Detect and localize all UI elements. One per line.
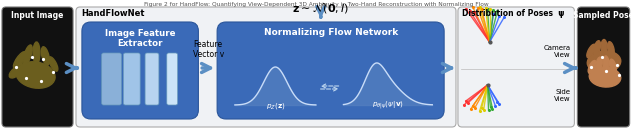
Text: Sampled Pose: Sampled Pose <box>573 11 634 20</box>
Ellipse shape <box>9 66 22 78</box>
Text: Camera
View: Camera View <box>543 45 570 58</box>
Ellipse shape <box>609 59 616 73</box>
Ellipse shape <box>587 44 596 58</box>
Ellipse shape <box>16 62 55 88</box>
Ellipse shape <box>588 51 621 73</box>
Ellipse shape <box>588 60 596 73</box>
Ellipse shape <box>607 42 614 56</box>
Ellipse shape <box>603 56 609 70</box>
FancyBboxPatch shape <box>76 7 456 127</box>
Ellipse shape <box>33 42 40 64</box>
Ellipse shape <box>601 40 607 55</box>
FancyBboxPatch shape <box>124 53 140 105</box>
Ellipse shape <box>594 41 600 55</box>
Text: $p_{\theta|\psi}(\psi|\mathbf{v})$: $p_{\theta|\psi}(\psi|\mathbf{v})$ <box>372 99 404 111</box>
Ellipse shape <box>589 67 621 87</box>
Text: HandFlowNet: HandFlowNet <box>81 9 145 18</box>
Text: Input Image: Input Image <box>12 11 64 20</box>
FancyBboxPatch shape <box>167 53 178 105</box>
Text: Distribution of Poses  ψ: Distribution of Poses ψ <box>462 9 564 18</box>
FancyBboxPatch shape <box>217 22 444 119</box>
Ellipse shape <box>596 57 602 71</box>
Ellipse shape <box>49 57 58 71</box>
FancyBboxPatch shape <box>458 7 575 127</box>
FancyBboxPatch shape <box>102 53 122 105</box>
Text: Figure 2 for HandFlow: Quantifying View-Dependent 3D Ambiguity in Two-Hand Recon: Figure 2 for HandFlow: Quantifying View-… <box>143 2 488 7</box>
Ellipse shape <box>42 47 49 65</box>
FancyBboxPatch shape <box>577 7 630 127</box>
Text: Normalizing Flow Network: Normalizing Flow Network <box>264 28 397 37</box>
Text: Feature
Vector v: Feature Vector v <box>193 40 224 59</box>
FancyBboxPatch shape <box>145 53 159 105</box>
Text: Image Feature
Extractor: Image Feature Extractor <box>105 29 175 48</box>
Text: $p_Z(\mathbf{z})$: $p_Z(\mathbf{z})$ <box>266 101 285 111</box>
FancyBboxPatch shape <box>2 7 73 127</box>
FancyBboxPatch shape <box>82 22 198 119</box>
Text: $\mathbf{z} \sim \mathcal{N}(\mathbf{0}, \mathit{I})$: $\mathbf{z} \sim \mathcal{N}(\mathbf{0},… <box>292 1 349 15</box>
Ellipse shape <box>23 45 32 65</box>
Ellipse shape <box>13 52 26 68</box>
Text: Side
View: Side View <box>554 89 570 102</box>
